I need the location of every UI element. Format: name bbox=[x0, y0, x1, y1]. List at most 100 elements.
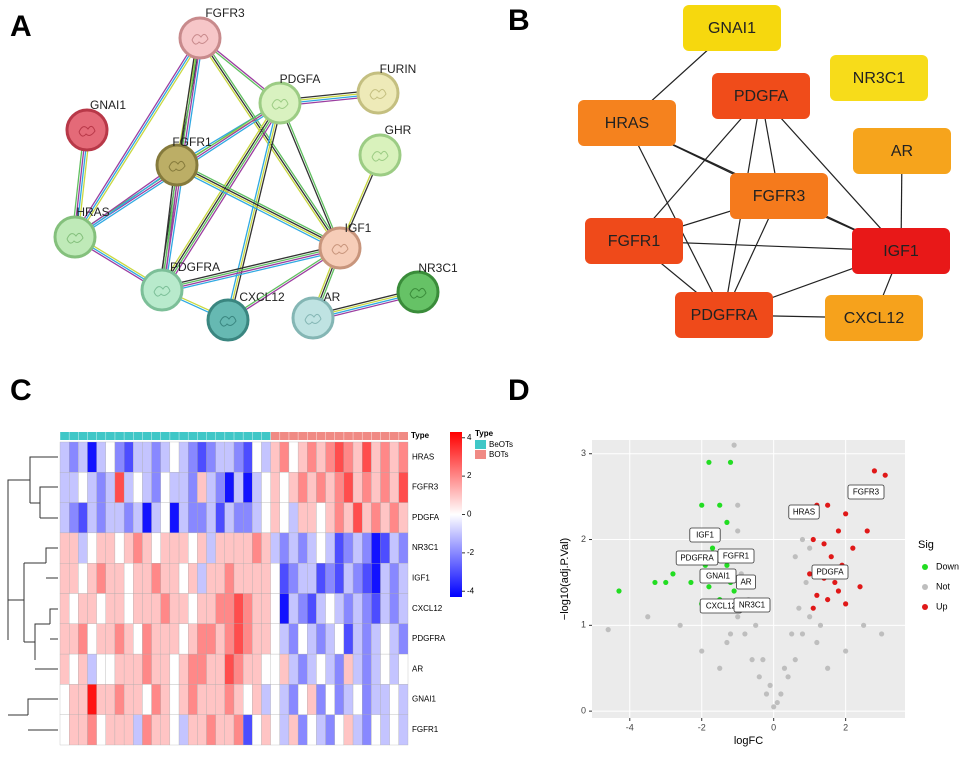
heat-cell bbox=[288, 532, 299, 564]
heat-cell bbox=[69, 653, 79, 685]
point bbox=[843, 601, 849, 607]
point bbox=[807, 545, 813, 551]
heat-cell bbox=[123, 653, 134, 685]
legend-label: Not bbox=[936, 581, 951, 591]
heat-cell bbox=[197, 532, 207, 564]
heat-cell bbox=[188, 563, 198, 594]
heat-cell bbox=[316, 563, 326, 594]
heat-cell bbox=[307, 502, 317, 534]
heat-cell bbox=[178, 593, 189, 624]
heat-cell bbox=[206, 502, 216, 534]
heat-cell bbox=[279, 623, 290, 655]
heat-cell bbox=[178, 623, 189, 655]
heat-cell bbox=[197, 502, 207, 534]
heat-cell bbox=[325, 441, 335, 473]
heat-cell bbox=[325, 623, 335, 655]
heat-cell bbox=[133, 472, 143, 503]
heat-cell bbox=[334, 563, 345, 594]
heat-cell bbox=[233, 563, 244, 594]
heat-cell bbox=[105, 714, 116, 746]
heat-cell bbox=[169, 532, 180, 564]
point bbox=[871, 468, 878, 474]
heat-cell bbox=[142, 684, 152, 715]
heat-cell bbox=[398, 472, 409, 503]
heat-cell bbox=[261, 623, 271, 655]
legend-label: Down bbox=[936, 561, 959, 571]
edge bbox=[201, 36, 343, 248]
heat-cell bbox=[105, 532, 116, 564]
heat-cell bbox=[316, 714, 326, 746]
heat-cell bbox=[362, 714, 372, 746]
node bbox=[356, 71, 400, 115]
panel-label: D bbox=[508, 374, 530, 407]
heat-cell bbox=[105, 472, 116, 503]
heat-cell bbox=[334, 472, 345, 503]
point bbox=[688, 579, 694, 586]
node bbox=[825, 295, 923, 341]
legend-swatch bbox=[922, 564, 928, 570]
heat-cell bbox=[380, 441, 390, 473]
heat-cell bbox=[334, 532, 345, 564]
heat-cell bbox=[297, 472, 308, 503]
heat-cell bbox=[151, 532, 161, 564]
node bbox=[396, 270, 440, 314]
heat-cell bbox=[398, 502, 409, 534]
heat-cell bbox=[288, 684, 299, 715]
point-label: HRAS bbox=[793, 508, 815, 517]
heat-cell bbox=[69, 563, 79, 594]
heat-cell bbox=[243, 472, 253, 503]
point bbox=[792, 657, 798, 663]
point bbox=[799, 536, 806, 543]
heat-cell bbox=[297, 623, 308, 655]
heat-cell bbox=[288, 623, 299, 655]
heat-cell bbox=[261, 653, 271, 685]
heat-cell bbox=[151, 441, 161, 473]
heat-cell bbox=[334, 623, 345, 655]
heat-cell bbox=[87, 563, 97, 594]
heat-cell bbox=[371, 653, 381, 685]
heat-cell bbox=[87, 441, 97, 473]
label-box bbox=[736, 574, 757, 590]
heat-cell bbox=[243, 563, 253, 594]
heat-cell bbox=[114, 532, 125, 564]
heat-cell bbox=[105, 684, 116, 715]
group-bar bbox=[270, 432, 408, 440]
heat-cell bbox=[96, 563, 106, 594]
point bbox=[760, 657, 766, 663]
point bbox=[727, 459, 734, 465]
heat-cell bbox=[261, 441, 271, 473]
heat-cell bbox=[352, 563, 363, 594]
heat-cell bbox=[371, 623, 381, 655]
heat-cell bbox=[307, 532, 317, 564]
heat-cell bbox=[316, 502, 326, 534]
heat-cell bbox=[279, 563, 290, 594]
edge bbox=[162, 250, 341, 294]
edge bbox=[227, 246, 340, 320]
point bbox=[753, 622, 759, 628]
point bbox=[742, 631, 748, 637]
heat-cell bbox=[169, 623, 180, 655]
heat-cell bbox=[334, 593, 345, 624]
heat-cell bbox=[362, 472, 372, 503]
colorbar-tick-label: 0 bbox=[467, 510, 472, 519]
row-label: IGF1 bbox=[412, 573, 430, 582]
point bbox=[792, 554, 798, 560]
heat-cell bbox=[325, 593, 335, 624]
heat-cell bbox=[142, 502, 152, 534]
node bbox=[291, 296, 335, 340]
edge bbox=[225, 102, 279, 320]
x-axis-title: logFC bbox=[734, 735, 763, 747]
node-icon bbox=[371, 150, 389, 162]
point bbox=[832, 579, 838, 586]
point bbox=[835, 528, 842, 534]
node bbox=[53, 215, 97, 259]
point bbox=[717, 502, 723, 508]
point bbox=[699, 648, 705, 654]
heat-cell bbox=[169, 502, 180, 534]
heat-cell bbox=[288, 502, 299, 534]
heat-cell bbox=[398, 593, 409, 624]
heat-cell bbox=[325, 472, 335, 503]
heat-cell bbox=[297, 714, 308, 746]
dendrogram bbox=[7, 456, 58, 731]
heat-cell bbox=[371, 441, 381, 473]
